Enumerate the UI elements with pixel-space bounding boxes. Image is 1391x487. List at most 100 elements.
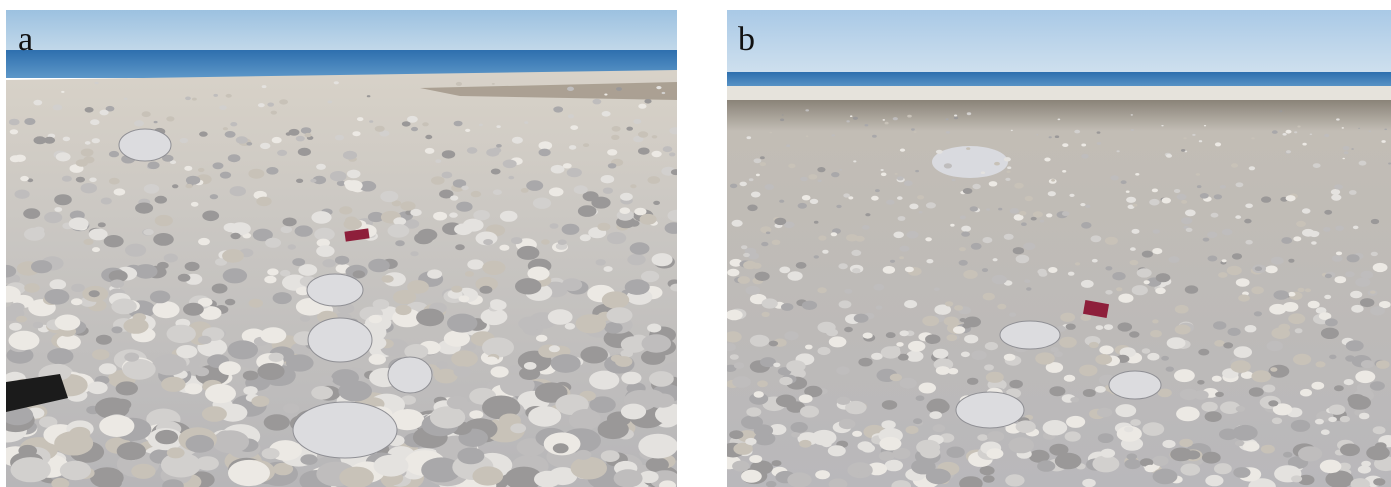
photo-b — [719, 10, 1391, 487]
rock — [620, 193, 633, 201]
rock — [741, 470, 762, 483]
rock — [653, 201, 660, 205]
rock — [601, 175, 615, 183]
rock — [298, 148, 311, 156]
rock — [1231, 163, 1238, 167]
rock — [574, 185, 588, 194]
rock — [1272, 130, 1278, 134]
rock — [99, 363, 117, 374]
rock — [427, 269, 442, 278]
rock — [339, 206, 352, 214]
rock — [44, 289, 69, 305]
rock — [10, 303, 25, 312]
rock — [246, 142, 252, 146]
rock — [534, 471, 561, 487]
rock — [262, 448, 280, 459]
rock — [567, 168, 582, 177]
rock — [1016, 255, 1030, 264]
rock — [603, 188, 613, 194]
rock — [732, 220, 743, 227]
rock — [831, 172, 839, 177]
rock — [747, 205, 757, 212]
rock — [517, 246, 540, 260]
rock — [1181, 200, 1187, 204]
rock — [885, 460, 903, 472]
rock — [971, 243, 982, 250]
rock — [558, 239, 567, 245]
rock — [1037, 460, 1055, 471]
rock — [9, 323, 22, 331]
rock — [810, 199, 818, 204]
rock — [563, 163, 572, 168]
rock — [451, 286, 462, 293]
rock — [202, 211, 219, 222]
rock — [1323, 227, 1331, 232]
rock — [460, 224, 472, 231]
rock — [883, 119, 886, 121]
rock — [1117, 150, 1120, 152]
rock — [760, 156, 765, 159]
rock — [1345, 271, 1355, 277]
rock — [1043, 420, 1068, 435]
rock — [1181, 217, 1192, 224]
rock — [630, 184, 636, 188]
rock — [850, 115, 853, 117]
rock — [1324, 134, 1329, 137]
rock — [633, 119, 641, 124]
rock — [10, 155, 21, 162]
rock — [862, 225, 870, 230]
rock — [839, 169, 842, 171]
rock — [740, 182, 747, 187]
rock — [1104, 324, 1113, 330]
rock — [430, 406, 465, 428]
rock — [1236, 182, 1244, 187]
rock — [24, 283, 40, 293]
rock — [621, 372, 641, 385]
rock — [1320, 460, 1342, 474]
rock — [900, 378, 917, 389]
rock — [904, 300, 917, 308]
rock — [472, 466, 503, 485]
rock — [110, 279, 124, 288]
rock — [562, 278, 582, 291]
rock — [1302, 208, 1311, 213]
rock — [142, 111, 151, 117]
rock — [1105, 237, 1118, 245]
rock — [223, 127, 228, 130]
rock — [198, 168, 205, 172]
rock — [967, 112, 971, 115]
rock — [567, 87, 574, 91]
rock — [1298, 446, 1322, 461]
rock — [230, 122, 237, 126]
rock — [1296, 221, 1306, 227]
rock — [648, 176, 661, 184]
rock — [1360, 298, 1374, 307]
rock — [344, 218, 362, 229]
rock — [1359, 413, 1370, 420]
rock — [1091, 235, 1102, 242]
rock — [893, 117, 898, 120]
rock — [467, 259, 483, 269]
rock — [656, 86, 661, 89]
rock — [186, 435, 215, 453]
rock — [805, 109, 809, 111]
rock — [883, 266, 895, 274]
rock — [1059, 337, 1077, 348]
rock — [1279, 324, 1291, 331]
rock — [123, 318, 148, 334]
rock — [260, 327, 286, 343]
rock — [760, 162, 766, 166]
rock — [1335, 226, 1344, 231]
rock — [1328, 417, 1337, 422]
rock — [273, 292, 292, 304]
rock — [316, 164, 326, 170]
rock — [1227, 266, 1242, 275]
rock — [553, 106, 563, 112]
rock — [665, 222, 684, 234]
rock — [593, 99, 602, 105]
rock — [1150, 330, 1162, 337]
rock — [836, 205, 841, 208]
rock — [601, 450, 620, 462]
rock — [1202, 452, 1221, 464]
rock — [1370, 381, 1385, 390]
